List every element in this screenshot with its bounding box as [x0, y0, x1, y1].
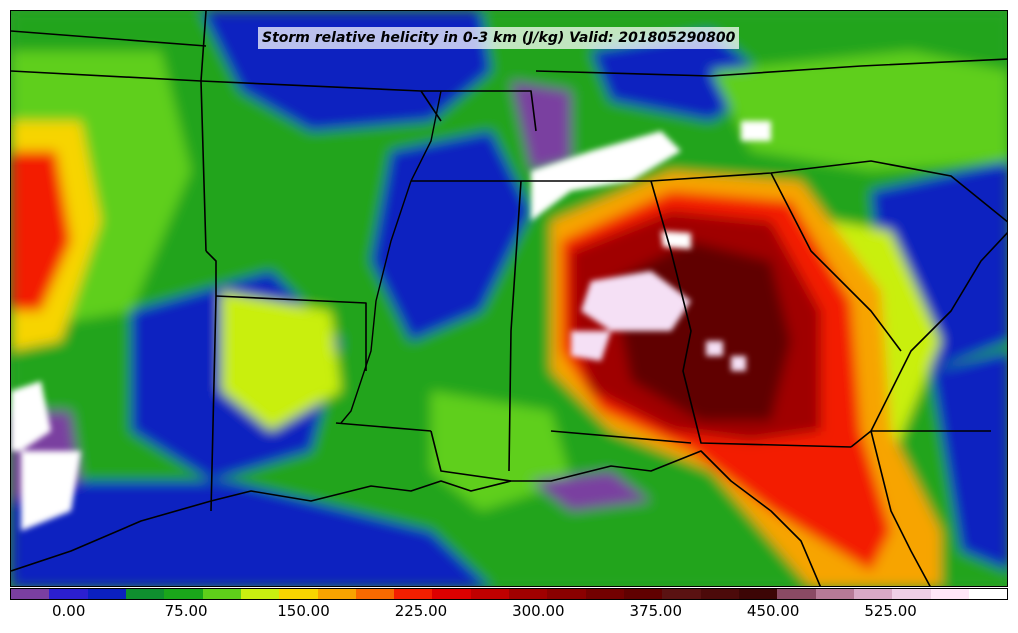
colorbar-segment	[432, 589, 471, 599]
colorbar-segment	[547, 589, 586, 599]
colorbar-segment	[240, 589, 280, 599]
colorbar-tick-label: 75.00	[164, 602, 208, 620]
colorbar-segment	[279, 589, 318, 599]
coastline	[11, 231, 1007, 586]
colorbar-segment	[853, 589, 893, 599]
colorbar-segment	[815, 589, 854, 599]
colorbar-segment	[738, 589, 778, 599]
colorbar-segment	[968, 589, 1008, 599]
colorbar-tick-label: 300.00	[512, 602, 565, 620]
helicity-field	[11, 11, 1007, 586]
colorbar-segment	[930, 589, 969, 599]
colorbar-segment	[355, 589, 395, 599]
colorbar-segment	[87, 589, 126, 599]
colorbar-segment	[164, 589, 203, 599]
colorbar-tick-labels: 0.00 75.00 150.00 225.00 300.00 375.00 450.00 5…	[10, 602, 1008, 626]
colorbar-segment	[777, 589, 816, 599]
helicity-map	[11, 11, 1007, 586]
colorbar-tick-label: 525.00	[864, 602, 917, 620]
colorbar-segment	[700, 589, 739, 599]
map-title: Storm relative helicity in 0-3 km (J/kg)…	[258, 27, 740, 49]
colorbar-tick-label: 225.00	[394, 602, 448, 620]
colorbar-segment	[662, 589, 701, 599]
colorbar	[10, 588, 1008, 600]
map-panel: Storm relative helicity in 0-3 km (J/kg)…	[10, 10, 1008, 587]
colorbar-segment	[202, 589, 241, 599]
colorbar-segment	[624, 589, 663, 599]
colorbar-tick-label: 150.00	[277, 602, 330, 620]
colorbar-segment	[125, 589, 165, 599]
colorbar-tick-label: 0.00	[52, 602, 86, 620]
colorbar-segment	[317, 589, 356, 599]
colorbar-tick-label: 450.00	[746, 602, 800, 620]
colorbar-segment	[585, 589, 624, 599]
colorbar-segment	[49, 589, 88, 599]
colorbar-segment	[11, 589, 50, 599]
mississippi-river	[340, 90, 442, 424]
colorbar-tick-label: 375.00	[629, 602, 683, 620]
state-boundaries	[11, 11, 1007, 512]
colorbar-segment	[892, 589, 931, 599]
colorbar-segment	[394, 589, 433, 599]
colorbar-segment	[509, 589, 548, 599]
colorbar-segment	[470, 589, 510, 599]
